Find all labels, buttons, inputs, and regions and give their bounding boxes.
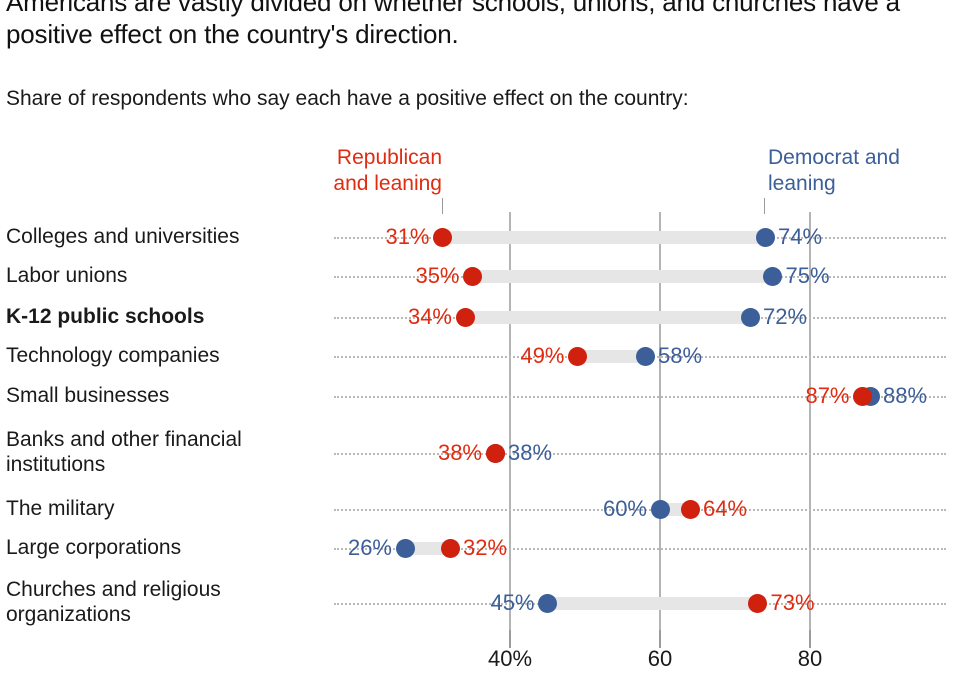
dot-democrat (538, 593, 557, 613)
gridline-60 (659, 212, 661, 630)
dot-republican (433, 227, 452, 247)
gridline-80 (809, 212, 811, 630)
axis-tick (809, 630, 811, 648)
axis-label: 80 (797, 646, 823, 671)
connector-bar (440, 230, 767, 244)
dot-democrat (755, 227, 775, 247)
category-label: Technology companies (6, 344, 220, 367)
value-republican: 32% (463, 535, 508, 560)
connector-bar (403, 541, 452, 555)
dot-republican (485, 443, 505, 463)
category-label: Small businesses (6, 384, 170, 407)
dot-republican (440, 538, 460, 558)
dot-democrat (740, 307, 760, 327)
row-guide (334, 453, 946, 455)
value-democrat: 58% (658, 343, 703, 368)
axis-tick (509, 630, 511, 648)
legend-democrat: Democrat and leaning (768, 146, 900, 195)
category-label: Large corporations (6, 536, 182, 559)
category-label: Colleges and universities (6, 225, 240, 248)
category-label: Labor unions (6, 264, 128, 287)
value-republican: 34% (407, 304, 452, 329)
dot-republican (853, 386, 872, 406)
dot-republican (455, 307, 475, 327)
value-democrat: 38% (508, 440, 553, 465)
dot-republican (463, 266, 482, 286)
dot-republican (680, 499, 700, 519)
dot-democrat (763, 266, 782, 286)
value-democrat: 72% (763, 304, 808, 329)
connector-bar (575, 349, 647, 363)
row-guide (334, 396, 946, 398)
legend-tick-democrat (764, 198, 765, 214)
value-republican: 87% (805, 383, 850, 408)
value-democrat: 45% (490, 590, 535, 615)
category-label: Banks and other financial institutions (6, 428, 242, 476)
category-label: Churches and religious organizations (6, 578, 221, 626)
value-democrat: 26% (347, 535, 392, 560)
axis-tick (659, 630, 661, 648)
row-guide (334, 548, 946, 550)
dot-democrat (635, 346, 655, 366)
category-label: The military (6, 497, 115, 520)
dot-democrat (395, 538, 415, 558)
axis-label: 40% (487, 646, 533, 671)
connector-bar (545, 596, 760, 610)
connector-bar (470, 269, 775, 283)
row-guide (334, 509, 946, 511)
value-democrat: 60% (602, 496, 647, 521)
category-label: K-12 public schools (6, 305, 205, 328)
legend-tick-republican (441, 198, 443, 214)
page-subhead: Share of respondents who say each have a… (6, 87, 689, 110)
axis-label: 60 (647, 646, 673, 671)
value-republican: 38% (437, 440, 482, 465)
value-democrat: 74% (778, 224, 823, 249)
connector-bar (463, 310, 752, 324)
dot-republican (568, 346, 587, 366)
value-republican: 49% (520, 343, 565, 368)
value-republican: 31% (385, 224, 430, 249)
value-democrat: 88% (883, 383, 928, 408)
page-headline: Americans are vastly divided on whether … (6, 0, 900, 49)
legend-republican: Republican and leaning (333, 146, 442, 195)
dot-democrat (650, 499, 670, 519)
gridline-40 (509, 212, 511, 630)
value-republican: 64% (703, 496, 748, 521)
value-democrat: 75% (785, 263, 830, 288)
value-republican: 35% (415, 263, 460, 288)
value-republican: 73% (770, 590, 815, 615)
dot-republican (748, 593, 767, 613)
